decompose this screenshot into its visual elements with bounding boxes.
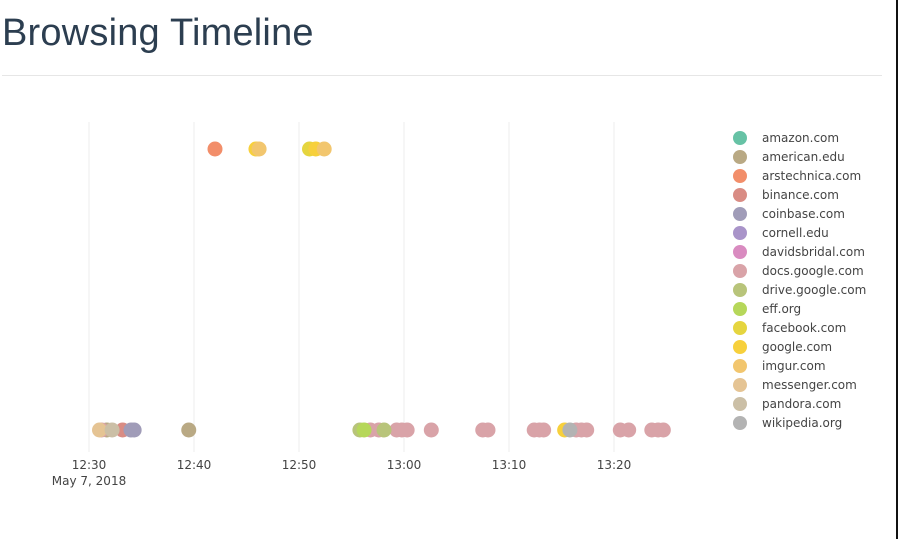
visit-point[interactable] xyxy=(579,422,595,438)
legend-label: american.edu xyxy=(762,149,845,164)
legend-swatch xyxy=(733,377,747,392)
legend-swatch xyxy=(733,415,747,430)
legend-swatch xyxy=(733,149,747,164)
legend-swatch xyxy=(733,282,747,297)
legend-label: amazon.com xyxy=(762,130,840,145)
legend-label: messenger.com xyxy=(762,377,857,392)
legend-item[interactable]: arstechnica.com xyxy=(733,166,866,185)
visit-point[interactable] xyxy=(356,422,372,438)
page-title: Browsing Timeline xyxy=(2,12,314,54)
visit-point[interactable] xyxy=(126,422,142,438)
legend-label: drive.google.com xyxy=(762,282,867,297)
legend-item[interactable]: wikipedia.org xyxy=(733,413,866,432)
legend-label: imgur.com xyxy=(762,358,826,373)
visit-point[interactable] xyxy=(480,422,496,438)
legend-label: pandora.com xyxy=(762,396,842,411)
legend-label: wikipedia.org xyxy=(762,415,843,430)
visit-point[interactable] xyxy=(251,141,267,157)
legend-swatch xyxy=(733,206,747,221)
x-tick-label: 13:10 xyxy=(492,458,527,472)
legend-item[interactable]: pandora.com xyxy=(733,394,866,413)
legend-label: docs.google.com xyxy=(762,263,864,278)
x-tick-label: 13:00 xyxy=(387,458,422,472)
visit-point[interactable] xyxy=(181,422,197,438)
legend-item[interactable]: docs.google.com xyxy=(733,261,866,280)
legend-swatch xyxy=(733,168,747,183)
legend-label: binance.com xyxy=(762,187,839,202)
x-tick-label: 13:20 xyxy=(597,458,632,472)
legend-item[interactable]: american.edu xyxy=(733,147,866,166)
visit-point[interactable] xyxy=(562,422,578,438)
legend-label: coinbase.com xyxy=(762,206,845,221)
legend-label: eff.org xyxy=(762,301,802,316)
legend-item[interactable]: google.com xyxy=(733,337,866,356)
legend-swatch xyxy=(733,358,747,373)
visit-point[interactable] xyxy=(104,422,120,438)
title-divider xyxy=(2,75,882,76)
legend-label: davidsbridal.com xyxy=(762,244,865,259)
legend-label: facebook.com xyxy=(762,320,847,335)
legend-swatch xyxy=(733,339,747,354)
legend-swatch xyxy=(733,320,747,335)
legend-swatch xyxy=(733,187,747,202)
legend-swatch xyxy=(733,301,747,316)
visit-point[interactable] xyxy=(621,422,637,438)
visit-point[interactable] xyxy=(399,422,415,438)
legend-item[interactable]: amazon.com xyxy=(733,128,866,147)
legend-item[interactable]: facebook.com xyxy=(733,318,866,337)
legend-item[interactable]: cornell.edu xyxy=(733,223,866,242)
legend-label: cornell.edu xyxy=(762,225,829,240)
legend-item[interactable]: drive.google.com xyxy=(733,280,866,299)
visit-point[interactable] xyxy=(92,422,107,438)
legend-swatch xyxy=(733,225,747,240)
x-tick-date-label: May 7, 2018 xyxy=(52,474,126,488)
legend-label: google.com xyxy=(762,339,833,354)
visit-point[interactable] xyxy=(207,141,223,157)
x-tick-label: 12:50 xyxy=(282,458,317,472)
legend-item[interactable]: davidsbridal.com xyxy=(733,242,866,261)
legend-swatch xyxy=(733,130,747,145)
legend-item[interactable]: messenger.com xyxy=(733,375,866,394)
chart-legend: amazon.com american.edu arstechnica.com bin… xyxy=(733,128,866,432)
visit-point[interactable] xyxy=(536,422,552,438)
legend-item[interactable]: coinbase.com xyxy=(733,204,866,223)
legend-item[interactable]: imgur.com xyxy=(733,356,866,375)
legend-label: arstechnica.com xyxy=(762,168,862,183)
window-right-border xyxy=(896,0,898,539)
visit-point[interactable] xyxy=(376,422,392,438)
x-tick-label: 12:30 xyxy=(72,458,107,472)
visit-point[interactable] xyxy=(655,422,671,438)
legend-item[interactable]: binance.com xyxy=(733,185,866,204)
legend-swatch xyxy=(733,396,747,411)
visit-point[interactable] xyxy=(316,141,332,157)
legend-item[interactable]: eff.org xyxy=(733,299,866,318)
visit-point[interactable] xyxy=(423,422,439,438)
legend-swatch xyxy=(733,244,747,259)
x-tick-label: 12:40 xyxy=(177,458,212,472)
legend-swatch xyxy=(733,263,747,278)
